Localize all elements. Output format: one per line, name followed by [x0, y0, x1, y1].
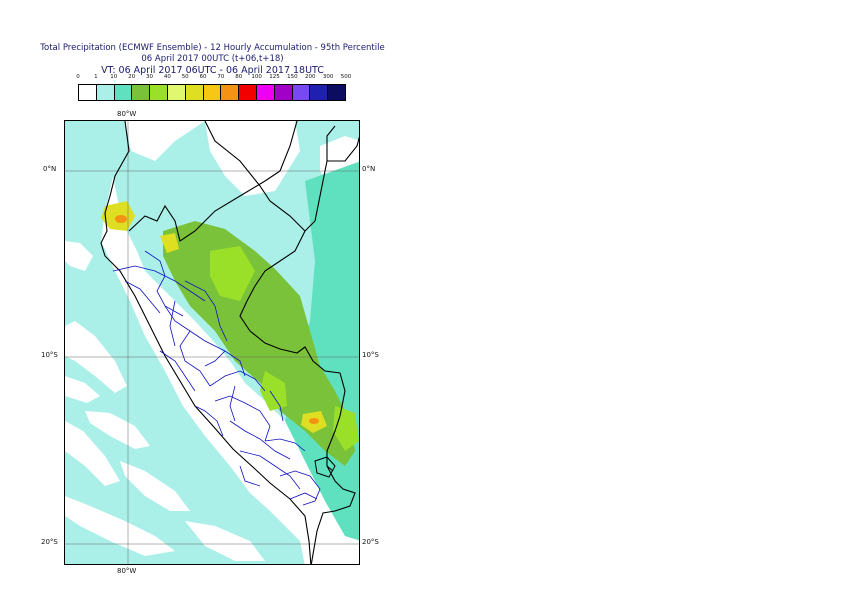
- legend-threshold-label: 70: [217, 74, 225, 80]
- legend-swatch: [167, 85, 186, 100]
- lat-label-20s-right: 20°S: [362, 538, 379, 546]
- legend-threshold-label: 100: [251, 74, 262, 80]
- precip-orange-north: [115, 215, 127, 223]
- ocean-gap-2: [65, 376, 100, 403]
- ocean-gap-7: [185, 521, 265, 561]
- title-block: Total Precipitation (ECMWF Ensemble) - 1…: [0, 43, 425, 76]
- legend-swatch: [256, 85, 275, 100]
- border-brazil-peru: [239, 230, 346, 472]
- lon-label-top: 80°W: [117, 110, 137, 118]
- chart-title: Total Precipitation (ECMWF Ensemble) - 1…: [40, 43, 385, 53]
- legend-swatch: [239, 85, 257, 100]
- legend-swatch: [310, 85, 329, 100]
- legend-swatch: [132, 85, 151, 100]
- border-bolivia-peru: [310, 465, 356, 564]
- lat-label-20s-left: 20°S: [41, 538, 58, 546]
- legend-threshold-label: 150: [287, 74, 298, 80]
- legend-threshold-label: 60: [199, 74, 207, 80]
- border-brazil-north: [327, 136, 359, 162]
- color-legend: 0 1 10 20 30 40 50 60 70 80 100 125 150 200 300 500: [76, 74, 351, 102]
- lon-label-bottom: 80°W: [117, 567, 137, 575]
- legend-swatch: [328, 85, 345, 100]
- ocean-gap-4: [65, 421, 120, 486]
- precip-light-cyan-ocean: [65, 121, 305, 564]
- legend-threshold-label: 20: [128, 74, 136, 80]
- legend-threshold-label: 40: [163, 74, 171, 80]
- ocean-gap-8: [65, 241, 93, 271]
- lake-titicaca: [314, 456, 336, 478]
- chart-run-time: 06 April 2017 00UTC (t+06,t+18): [141, 54, 284, 64]
- legend-threshold-label: 200: [305, 74, 316, 80]
- lat-label-10s-left: 10°S: [41, 351, 58, 359]
- border-ecuador-peru: [128, 121, 298, 242]
- legend-swatch: [96, 85, 115, 100]
- legend-threshold-label: 300: [322, 74, 334, 80]
- legend-threshold-label: 1: [94, 74, 98, 80]
- legend-threshold-label: 80: [235, 74, 243, 80]
- legend-swatch: [114, 85, 133, 100]
- precip-orange-south: [309, 418, 319, 424]
- legend-threshold-label: 10: [110, 74, 118, 80]
- ocean-gap-9: [125, 121, 173, 156]
- lat-label-0-right: 0°N: [362, 165, 376, 173]
- lat-label-0-left: 0°N: [43, 165, 57, 173]
- precip-land-white-nw: [205, 121, 300, 196]
- precipitation-map: [64, 120, 360, 565]
- ocean-gap-6: [65, 496, 175, 556]
- legend-threshold-label: 500: [340, 74, 352, 80]
- legend-threshold-label: 0: [76, 74, 80, 80]
- lat-label-10s-right: 10°S: [362, 351, 379, 359]
- chart-valid-time: VT: 06 April 2017 06UTC - 06 April 2017 …: [101, 65, 324, 76]
- map-canvas: [65, 121, 359, 564]
- legend-labels: 0 1 10 20 30 40 50 60 70 80 100 125 150 200 300 500: [76, 74, 351, 84]
- border-colombia: [204, 121, 336, 232]
- legend-swatch: [221, 85, 240, 100]
- ocean-gap-5: [120, 461, 190, 511]
- legend-swatch: [150, 85, 168, 100]
- legend-swatch: [203, 85, 222, 100]
- ocean-gap-3: [85, 411, 150, 449]
- province-boundaries: [112, 250, 321, 506]
- precip-lime-patch-2: [260, 371, 287, 411]
- coastline: [100, 121, 312, 564]
- precip-lime-patch-1: [210, 246, 255, 301]
- legend-threshold-label: 125: [269, 74, 280, 80]
- legend-swatch: [292, 85, 311, 100]
- precip-yellow-center: [160, 233, 179, 253]
- legend-swatch: [185, 85, 204, 100]
- legend-swatch: [79, 85, 97, 100]
- legend-bar: [78, 84, 346, 101]
- legend-threshold-label: 30: [145, 74, 153, 80]
- precip-olive-band: [163, 221, 355, 466]
- legend-swatch: [274, 85, 293, 100]
- legend-threshold-label: 50: [181, 74, 189, 80]
